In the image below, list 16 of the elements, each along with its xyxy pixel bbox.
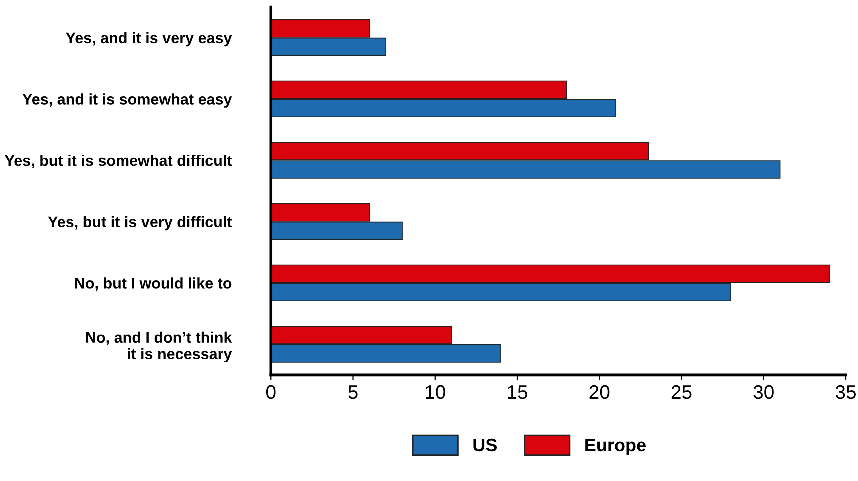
y-tick-label: Yes, and it is very easy	[66, 32, 232, 47]
legend-label: US	[474, 438, 498, 452]
y-tick-label: No, and I don’t think it is necessary	[86, 332, 232, 363]
y-tick-label: No, but I would like to	[75, 278, 232, 292]
y-tick-label: Yes, and it is somewhat easy	[22, 94, 232, 108]
x-tick-label: 20	[590, 385, 610, 400]
x-tick-label: 15	[508, 386, 528, 400]
y-tick-label: Yes, but it is very difficult	[48, 216, 232, 231]
x-tick-label: 5	[348, 386, 358, 400]
x-tick-label: 35	[836, 385, 856, 400]
y-tick-label: Yes, but it is somewhat difficult	[5, 155, 232, 168]
x-tick-label: 25	[672, 385, 692, 400]
x-tick-label: 0	[266, 385, 276, 400]
x-tick-label: 30	[754, 385, 774, 400]
x-tick-label: 10	[426, 385, 446, 400]
legend-label: Europe	[586, 439, 646, 456]
